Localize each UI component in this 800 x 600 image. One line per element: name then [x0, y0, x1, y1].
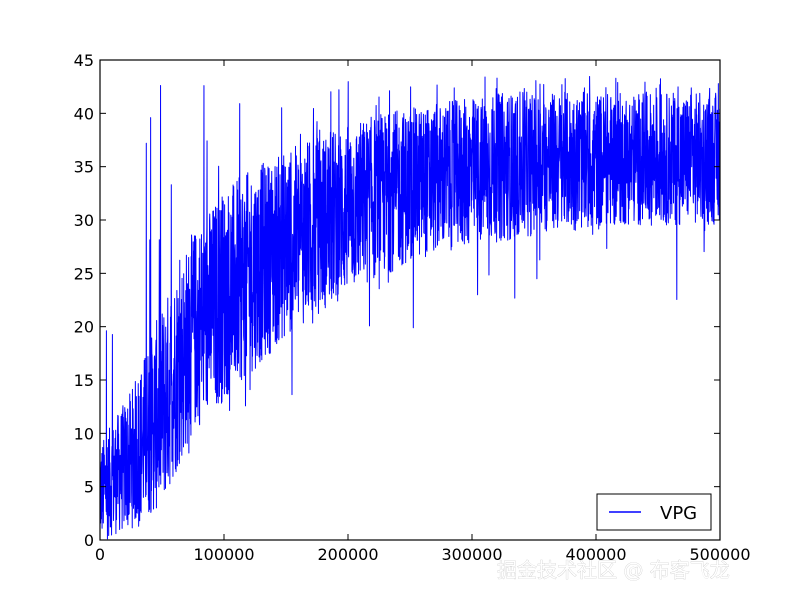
series-line-vpg	[100, 75, 720, 540]
axes-frame	[99, 59, 721, 541]
y-tick-label: 30	[74, 211, 94, 230]
x-tick-label: 200000	[317, 545, 378, 564]
y-tick-label: 10	[74, 424, 94, 443]
y-tick-label: 0	[84, 531, 94, 550]
legend: VPG	[596, 493, 712, 531]
y-tick-label: 40	[74, 104, 94, 123]
x-tick-label: 100000	[193, 545, 254, 564]
y-tick-label: 45	[74, 51, 94, 70]
x-tick-label: 500000	[689, 545, 750, 564]
y-tick-label: 20	[74, 318, 94, 337]
y-tick-label: 15	[74, 371, 94, 390]
x-tick-label: 300000	[441, 545, 502, 564]
y-tick-label: 35	[74, 158, 94, 177]
ticks-layer: 0 100000 200000 300000 400000 500000 0 5 10 15 20 2…	[74, 51, 751, 564]
watermark: 掘金技术社区 @ 布客飞龙	[497, 558, 730, 582]
x-tick-label: 400000	[565, 545, 626, 564]
legend-label-vpg: VPG	[660, 503, 697, 524]
series-layer	[100, 75, 720, 540]
y-tick-label: 5	[84, 478, 94, 497]
y-tick-label: 25	[74, 264, 94, 283]
x-tick-label: 0	[95, 545, 105, 564]
